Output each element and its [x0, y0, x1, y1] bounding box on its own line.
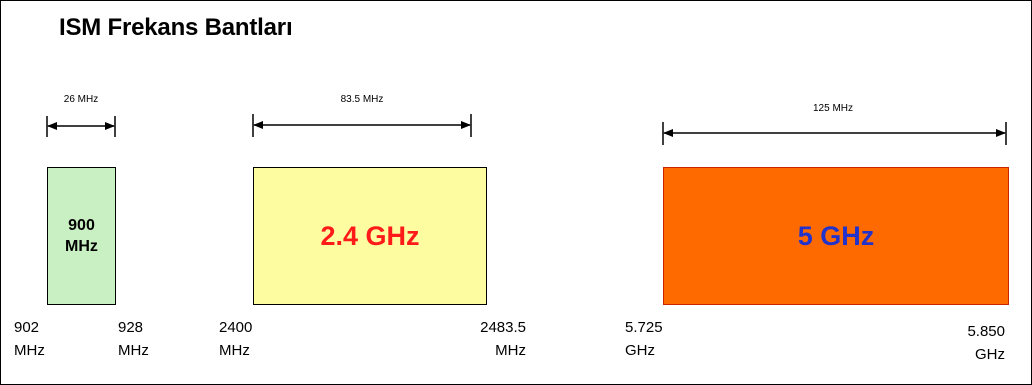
bandwidth-label-5: 125 MHz — [812, 103, 853, 114]
edge-902-unit: MHz — [14, 342, 45, 359]
band-5-ghz: 5 GHz — [663, 167, 1009, 305]
band-900-label-line2: MHz — [65, 238, 98, 255]
bandwidth-label-24: 83.5 MHz — [340, 94, 384, 105]
edge-2400-unit: MHz — [219, 342, 250, 359]
edge-902-value: 902 — [14, 319, 40, 336]
edge-label-2483-5: 2483.5 MHz — [476, 316, 526, 362]
edge-928-value: 928 — [118, 319, 144, 336]
edge-label-928: 928 MHz — [118, 316, 149, 362]
arrow-5 — [662, 122, 1007, 145]
band-900-mhz: 900 MHz — [47, 167, 116, 305]
edge-label-5-725: 5.725 GHz — [625, 316, 663, 362]
bandwidth-label-900: 26 MHz — [63, 94, 99, 105]
band-24-label: 2.4 GHz — [320, 220, 420, 251]
edge-5-725-value: 5.725 — [625, 319, 663, 336]
band-900-label-line1: 900 — [68, 217, 95, 234]
edge-label-902: 902 MHz — [14, 316, 45, 362]
edge-2483-5-value: 2483.5 — [480, 319, 526, 336]
edge-2483-5-unit: MHz — [495, 342, 526, 359]
band-2-4-ghz: 2.4 GHz — [253, 167, 487, 305]
edge-5-850-value: 5.850 — [967, 323, 1005, 340]
band-5-label: 5 GHz — [797, 220, 875, 251]
edge-5-850-unit: GHz — [975, 346, 1005, 363]
edge-label-5-850: 5.850 GHz — [960, 320, 1005, 366]
edge-5-725-unit: GHz — [625, 342, 655, 359]
edge-2400-value: 2400 — [219, 319, 253, 336]
edge-928-unit: MHz — [118, 342, 149, 359]
arrow-24 — [252, 114, 472, 137]
arrow-900 — [46, 116, 116, 137]
diagram-title: ISM Frekans Bantları — [59, 14, 293, 41]
edge-label-2400: 2400 MHz — [219, 316, 252, 362]
